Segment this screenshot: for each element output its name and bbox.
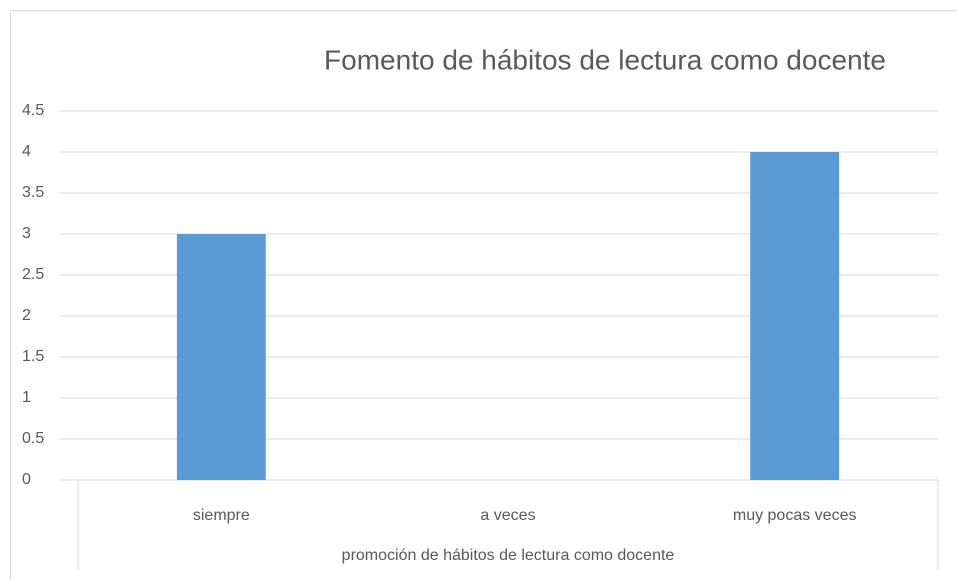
y-tick-label: 0.5 xyxy=(22,430,44,447)
x-tick-label: a veces xyxy=(480,507,535,524)
y-tick-label: 0 xyxy=(22,471,31,488)
y-tick-label: 1.5 xyxy=(22,348,44,365)
y-tick-label: 4 xyxy=(22,143,31,160)
y-tick-label: 3.5 xyxy=(22,184,44,201)
y-tick-label: 2.5 xyxy=(22,266,44,283)
chart-border xyxy=(10,10,957,580)
y-tick-label: 2 xyxy=(22,307,31,324)
y-tick-label: 4.5 xyxy=(22,102,44,119)
chart-title: Fomento de hábitos de lectura como docen… xyxy=(324,44,886,75)
bar xyxy=(750,152,840,480)
x-tick-label: siempre xyxy=(193,507,250,524)
x-tick-label: muy pocas veces xyxy=(733,507,857,524)
y-tick-label: 1 xyxy=(22,389,31,406)
x-axis-label: promoción de hábitos de lectura como doc… xyxy=(342,547,675,564)
y-tick-label: 3 xyxy=(22,225,31,242)
bar xyxy=(176,234,266,480)
